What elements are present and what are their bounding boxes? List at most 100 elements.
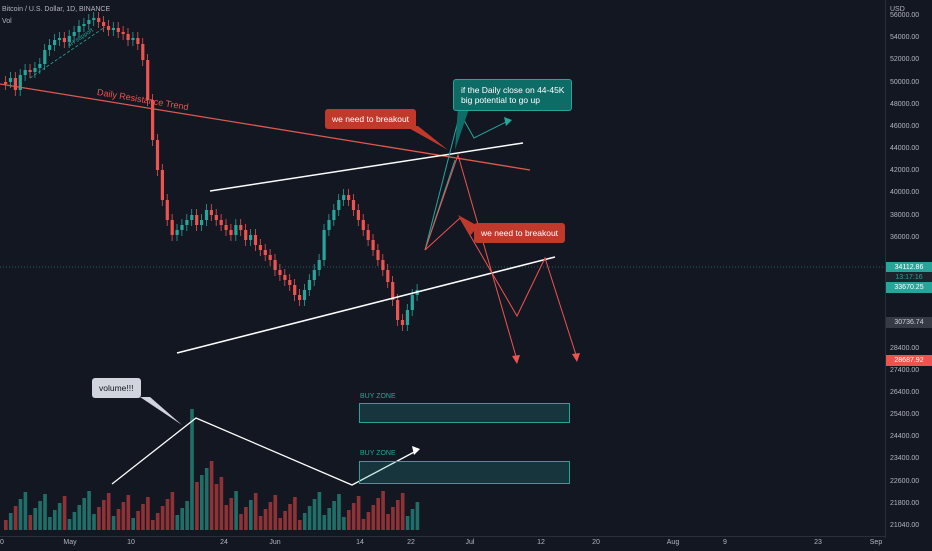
candle[interactable] <box>23 70 27 75</box>
candle[interactable] <box>97 18 101 22</box>
candle[interactable] <box>258 245 262 250</box>
daily-resistance-trendline[interactable] <box>0 83 531 171</box>
channel-lower-line[interactable] <box>176 256 556 354</box>
candle[interactable] <box>381 260 385 270</box>
bearish-projection-path-2[interactable] <box>424 217 578 359</box>
candle[interactable] <box>400 320 405 325</box>
candle[interactable] <box>410 295 414 310</box>
candle[interactable] <box>386 270 390 282</box>
candle[interactable] <box>332 210 336 220</box>
candle[interactable] <box>87 20 91 24</box>
candle[interactable] <box>180 225 184 230</box>
candle[interactable] <box>209 210 213 215</box>
candle[interactable] <box>43 50 47 64</box>
candle[interactable] <box>82 24 86 26</box>
candle[interactable] <box>126 34 130 40</box>
candle[interactable] <box>224 225 228 230</box>
candle[interactable] <box>28 70 32 72</box>
candle[interactable] <box>244 230 248 240</box>
candle[interactable] <box>131 38 135 40</box>
candle[interactable] <box>253 235 258 245</box>
candle[interactable] <box>13 78 17 90</box>
candle[interactable] <box>337 200 341 210</box>
candle[interactable] <box>283 275 287 280</box>
candle[interactable] <box>307 280 311 290</box>
candle[interactable] <box>293 285 297 295</box>
candle[interactable] <box>219 220 223 225</box>
candle[interactable] <box>361 220 365 230</box>
candle[interactable] <box>8 78 13 82</box>
candle[interactable] <box>190 215 194 220</box>
price-axis[interactable]: 56000.00 54000.00 52000.00 50000.00 48000.00… <box>885 0 932 538</box>
candle[interactable] <box>175 230 179 235</box>
candle[interactable] <box>72 32 76 36</box>
bearish-projection-path-1[interactable] <box>424 153 518 361</box>
candle[interactable] <box>405 310 409 325</box>
candle[interactable] <box>263 250 267 255</box>
candle[interactable] <box>92 18 96 20</box>
candle[interactable] <box>396 300 400 320</box>
volume-callout[interactable]: volume!!! <box>92 378 141 398</box>
buy-zone-box-2[interactable] <box>359 461 570 484</box>
candle[interactable] <box>151 100 155 140</box>
breakout-callout-top[interactable]: we need to breakout <box>325 109 417 129</box>
candle[interactable] <box>391 282 395 300</box>
candle[interactable] <box>4 82 8 84</box>
daily-close-callout[interactable]: if the Daily close on 44-45K big potenti… <box>453 79 573 111</box>
buy-zone-box-1[interactable] <box>359 403 570 423</box>
candle[interactable] <box>278 270 282 275</box>
candle[interactable] <box>160 170 164 200</box>
breakout-callout-right[interactable]: we need to breakout <box>474 223 566 243</box>
candle[interactable] <box>239 225 243 230</box>
candle[interactable] <box>312 270 316 280</box>
candle[interactable] <box>136 38 140 44</box>
candle[interactable] <box>273 260 277 270</box>
candle[interactable] <box>366 230 370 240</box>
candle[interactable] <box>298 295 302 300</box>
candle[interactable] <box>155 140 160 170</box>
candle[interactable] <box>371 240 375 250</box>
candle[interactable] <box>204 210 209 220</box>
candle[interactable] <box>200 220 204 225</box>
candle[interactable] <box>57 38 62 40</box>
candle[interactable] <box>302 290 307 300</box>
channel-upper-line[interactable] <box>209 142 524 192</box>
candle[interactable] <box>185 220 189 225</box>
candle[interactable] <box>62 38 66 42</box>
candle[interactable] <box>234 225 238 235</box>
price-chart[interactable] <box>0 0 885 538</box>
candle[interactable] <box>102 22 106 26</box>
candle[interactable] <box>67 36 71 42</box>
candle[interactable] <box>342 195 346 200</box>
candle[interactable] <box>116 28 120 32</box>
candle[interactable] <box>53 40 57 45</box>
candle[interactable] <box>317 260 321 270</box>
candle[interactable] <box>347 195 351 200</box>
candle[interactable] <box>376 250 380 260</box>
candle[interactable] <box>214 215 218 220</box>
candle[interactable] <box>170 220 174 235</box>
time-axis[interactable]: 0 May 10 24 Jun 14 22 Jul 12 20 Aug 9 23 Sep <box>0 536 885 551</box>
candle[interactable] <box>268 255 272 260</box>
chart-area[interactable]: Bitcoin / U.S. Dollar, 1D, BINANCE Vol D… <box>0 0 885 538</box>
candle[interactable] <box>33 68 37 72</box>
candle[interactable] <box>111 28 115 30</box>
candle[interactable] <box>356 210 360 220</box>
candle[interactable] <box>351 200 356 210</box>
candle[interactable] <box>106 26 111 30</box>
candle[interactable] <box>38 64 42 68</box>
candle[interactable] <box>146 60 150 100</box>
volume-trend-line[interactable] <box>111 417 419 486</box>
candle[interactable] <box>327 220 331 230</box>
candle[interactable] <box>229 230 233 235</box>
candle[interactable] <box>288 280 292 285</box>
candle[interactable] <box>141 44 145 60</box>
candle[interactable] <box>48 45 52 50</box>
candle[interactable] <box>322 230 326 260</box>
candle[interactable] <box>77 26 81 32</box>
candle[interactable] <box>165 200 169 220</box>
candle[interactable] <box>249 235 253 240</box>
candle[interactable] <box>121 32 125 34</box>
bullish-projection-path[interactable] <box>424 111 511 251</box>
candle[interactable] <box>195 215 199 225</box>
